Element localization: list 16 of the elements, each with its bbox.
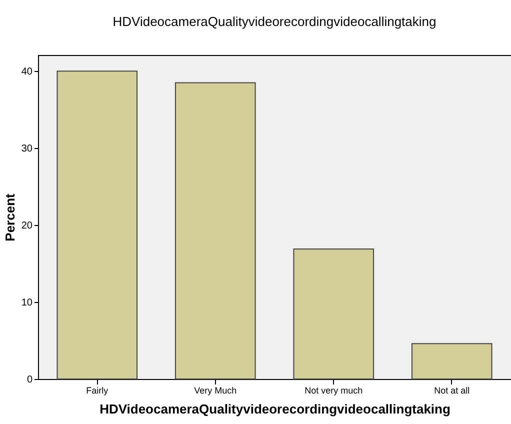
- y-tick-label: 30: [21, 144, 33, 155]
- bar: [293, 248, 374, 380]
- chart-title: HDVideocameraQualityvideorecordingvideocallingtaking: [112, 14, 436, 29]
- y-tick-label: 20: [21, 220, 33, 232]
- y-tick-label: 40: [21, 66, 33, 78]
- bar: [174, 82, 256, 380]
- bar: [56, 70, 138, 380]
- x-tick-label: Not at all: [434, 386, 470, 396]
- y-tick-label: 0: [26, 374, 33, 386]
- bar: [411, 343, 492, 380]
- x-axis-title: HDVideocameraQualityvideorecordingvideocallingtaking: [100, 402, 450, 416]
- x-tick-label: Not very much: [304, 386, 363, 396]
- x-tick-label: Very Much: [194, 386, 237, 396]
- y-tick-label: 10: [21, 298, 33, 309]
- y-axis-title: Percent: [2, 192, 18, 242]
- x-tick-label: Fairly: [86, 386, 109, 396]
